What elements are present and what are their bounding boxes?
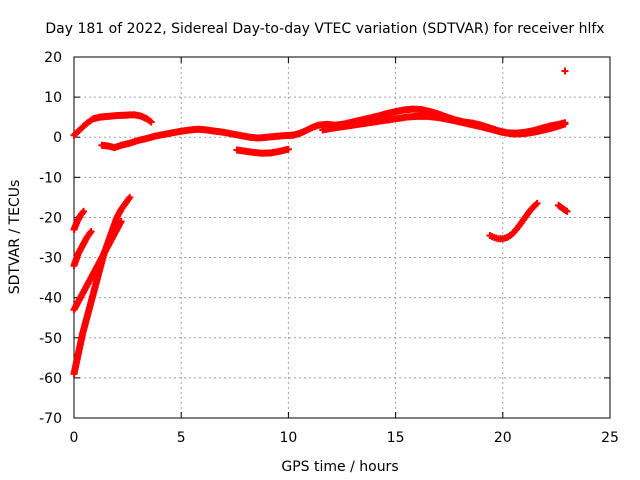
data-point-late-end xyxy=(563,207,571,215)
y-tick-label: -20 xyxy=(39,210,62,226)
x-tick-label: 5 xyxy=(177,430,186,446)
y-axis-label: SDTVAR / TECUs xyxy=(7,180,23,295)
y-tick-label: -40 xyxy=(39,291,62,307)
x-axis-label: GPS time / hours xyxy=(281,459,398,475)
data-points xyxy=(70,67,571,378)
data-point-late-curve xyxy=(533,199,541,207)
data-point-left-short-1 xyxy=(80,207,88,215)
data-point-left-short-2 xyxy=(87,227,95,235)
y-tick-label: -70 xyxy=(39,411,62,427)
data-point-dip-7to10 xyxy=(284,145,292,153)
x-tick-label: 0 xyxy=(70,430,79,446)
y-tick-label: -60 xyxy=(39,371,62,387)
grid xyxy=(74,57,610,418)
x-tick-label: 15 xyxy=(387,430,405,446)
y-tick-label: -10 xyxy=(39,170,62,186)
x-tick-label: 25 xyxy=(601,430,619,446)
y-tick-label: 0 xyxy=(53,130,62,146)
y-tick-label: 20 xyxy=(44,50,62,66)
x-tick-label: 10 xyxy=(279,430,297,446)
plot-frame xyxy=(73,56,611,419)
data-point-left-steep-2 xyxy=(117,217,125,225)
data-point-lower-band xyxy=(561,120,569,128)
data-point-left-steep-1 xyxy=(126,193,134,201)
chart-title: Day 181 of 2022, Sidereal Day-to-day VTE… xyxy=(45,21,604,37)
y-tick-label: -50 xyxy=(39,331,62,347)
y-tick-label: -30 xyxy=(39,251,62,267)
data-point-main-band xyxy=(147,118,155,126)
y-tick-label: 10 xyxy=(44,90,62,106)
axis-ticks: 0 5 10 15 20 25 -70 -60 -50 -40 -30 -20 -10 0 10 20 xyxy=(39,50,619,446)
data-point-outlier xyxy=(561,67,569,75)
x-tick-label: 20 xyxy=(494,430,512,446)
